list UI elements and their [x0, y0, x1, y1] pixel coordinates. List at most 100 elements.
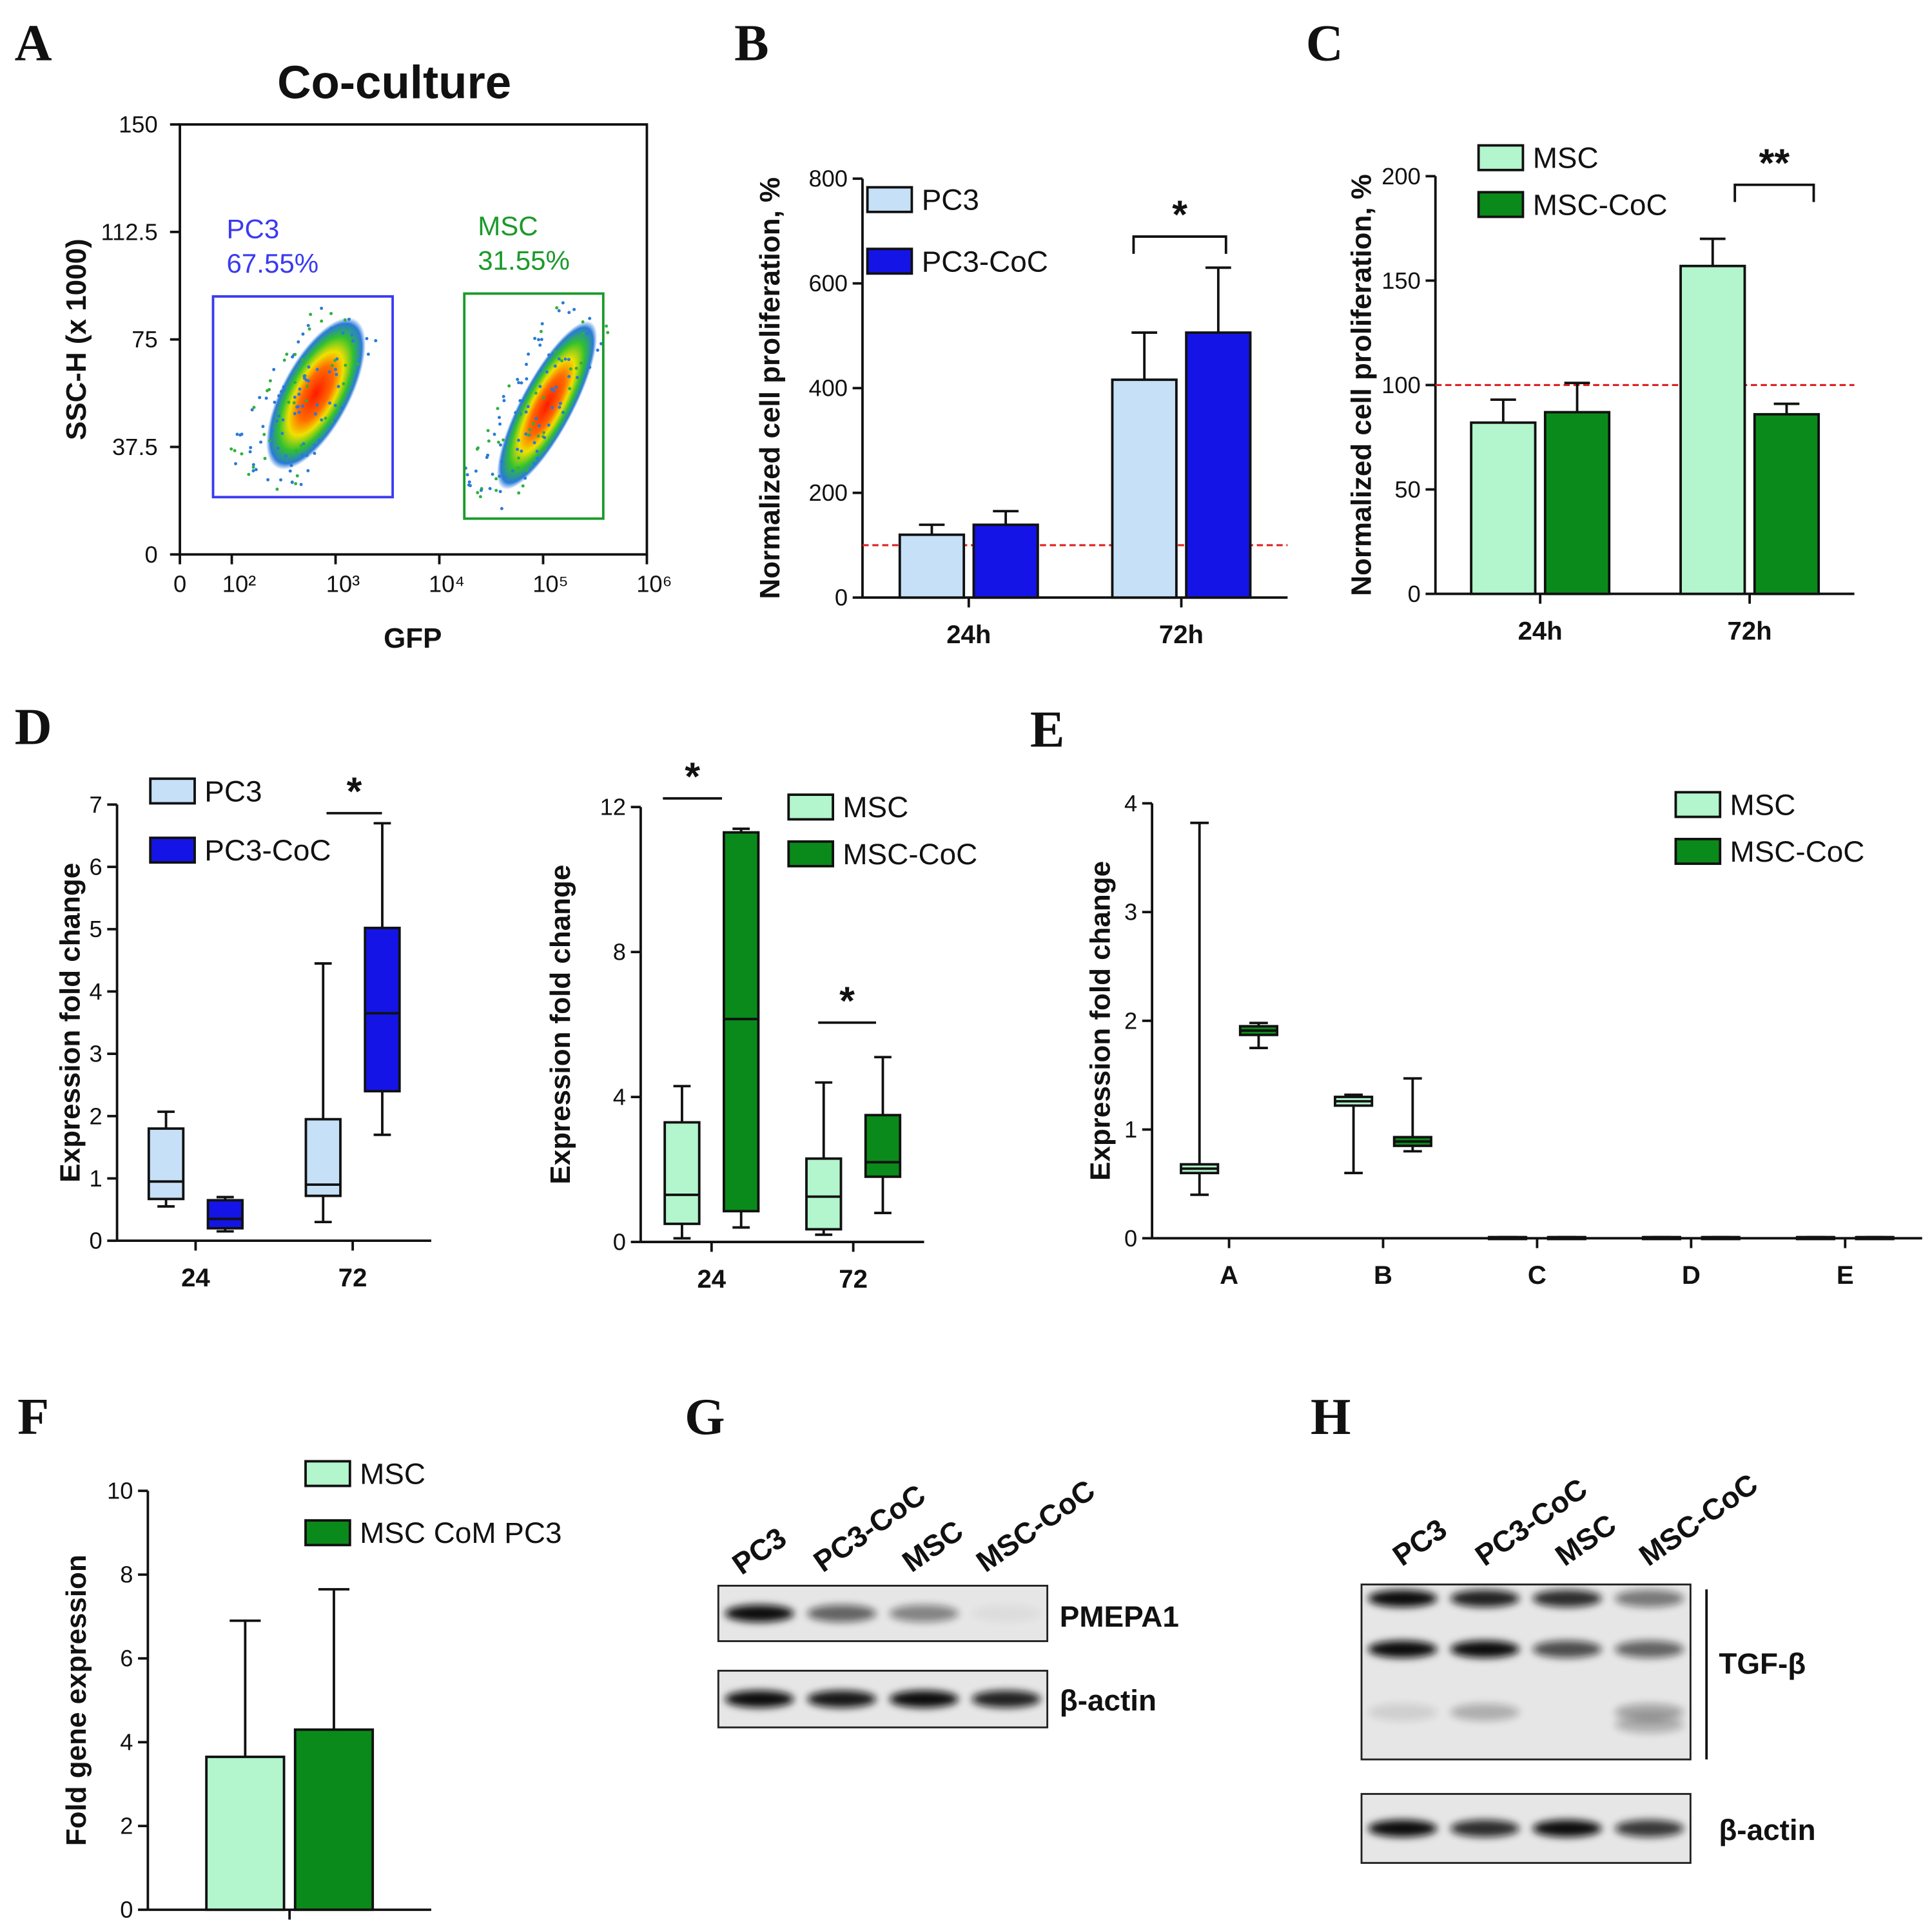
y-axis-label: Normalized cell proliferation, % — [754, 177, 786, 599]
y-tick-label: 0 — [835, 585, 848, 611]
event-dot — [259, 440, 263, 444]
y-tick-label: 400 — [808, 375, 848, 402]
event-dot — [547, 353, 551, 357]
event-dot — [343, 318, 347, 322]
event-dot — [280, 390, 283, 394]
event-dot — [569, 367, 572, 371]
event-dot — [543, 436, 547, 440]
x-tick-label: 72h — [1728, 616, 1772, 645]
event-dot — [266, 389, 269, 392]
event-dot — [301, 404, 305, 408]
event-dot — [540, 338, 543, 342]
event-dot — [252, 405, 256, 409]
event-dot — [342, 382, 346, 386]
event-dot — [329, 311, 333, 315]
event-dot — [588, 316, 592, 320]
event-dot — [533, 336, 537, 340]
lane-label: MSC-CoC — [970, 1473, 1101, 1578]
event-dot — [518, 399, 522, 403]
panel-letter: H — [1311, 1388, 1351, 1446]
x-tick-label: 72 — [839, 1264, 868, 1293]
event-dot — [516, 438, 520, 442]
event-dot — [268, 439, 271, 443]
blot-band — [1614, 1819, 1684, 1837]
y-tick-label: 800 — [808, 166, 848, 192]
legend-swatch — [1674, 838, 1722, 866]
y-axis-label: Expression fold change — [1084, 861, 1116, 1181]
event-dot — [328, 401, 332, 405]
event-dot — [539, 329, 543, 333]
event-dot — [498, 490, 502, 494]
y-tick-label: 1 — [1124, 1116, 1137, 1143]
gate-name: MSC — [478, 211, 538, 241]
event-dot — [309, 313, 313, 316]
event-dot — [574, 367, 578, 371]
legend-label: PC3-CoC — [922, 244, 1048, 278]
event-dot — [277, 394, 281, 398]
y-axis-label: SSC-H (x 1000) — [61, 238, 92, 440]
event-dot — [528, 428, 532, 432]
event-dot — [282, 385, 286, 389]
event-dot — [555, 306, 559, 310]
blot-band — [1450, 1589, 1520, 1607]
event-dot — [333, 403, 337, 407]
event-dot — [581, 320, 585, 324]
event-dot — [254, 468, 258, 472]
event-dot — [494, 489, 498, 492]
event-dot — [313, 443, 317, 447]
blot-band — [725, 1605, 794, 1622]
event-dot — [333, 358, 337, 362]
event-dot — [300, 358, 304, 362]
y-tick-label: 6 — [120, 1645, 133, 1672]
box — [304, 1118, 342, 1197]
event-dot — [518, 413, 522, 417]
event-dot — [479, 489, 483, 492]
legend-swatch — [1674, 791, 1722, 818]
y-axis-label: Expression fold change — [54, 863, 86, 1183]
event-dot — [297, 340, 300, 344]
event-dot — [234, 462, 238, 466]
event-dot — [300, 453, 304, 457]
y-tick-label: 0 — [120, 1897, 133, 1923]
blot-band — [1532, 1819, 1602, 1837]
lane-label: PC3 — [726, 1520, 792, 1581]
event-dot — [527, 433, 531, 437]
legend-label: MSC — [1730, 788, 1796, 821]
event-dot — [543, 447, 547, 451]
event-dot — [558, 405, 561, 409]
legend-label: MSC-CoC — [1533, 188, 1668, 221]
event-dot — [545, 370, 549, 374]
blot-band — [1614, 1640, 1684, 1658]
event-dot — [350, 333, 354, 337]
blot-band — [807, 1605, 877, 1622]
event-dot — [320, 306, 324, 310]
legend-label: MSC — [1533, 141, 1599, 175]
event-dot — [337, 385, 340, 389]
blot-band — [1368, 1703, 1438, 1721]
x-tick-label: B — [1374, 1261, 1392, 1290]
event-dot — [314, 412, 317, 416]
chart-title: Co-culture — [277, 57, 511, 109]
event-dot — [540, 322, 544, 325]
event-dot — [301, 332, 305, 336]
event-dot — [287, 400, 291, 404]
y-tick-label: 112.5 — [101, 218, 158, 245]
event-dot — [235, 432, 239, 436]
event-dot — [516, 466, 520, 470]
event-dot — [351, 339, 355, 343]
event-dot — [534, 416, 538, 420]
legend-label: MSC-CoC — [1730, 835, 1865, 868]
lane-label: MSC — [896, 1513, 969, 1578]
band-label: PMEPA1 — [1060, 1600, 1179, 1633]
panel-letter: C — [1306, 14, 1343, 72]
significance-mark: ** — [1759, 140, 1790, 184]
blot-band — [1368, 1819, 1438, 1837]
legend-swatch — [1477, 144, 1525, 171]
y-tick-label: 0 — [1408, 581, 1421, 607]
legend-label: MSC — [843, 790, 908, 824]
event-dot — [251, 469, 255, 473]
significance-mark: * — [839, 978, 855, 1022]
box — [364, 926, 401, 1093]
event-dot — [305, 454, 309, 458]
